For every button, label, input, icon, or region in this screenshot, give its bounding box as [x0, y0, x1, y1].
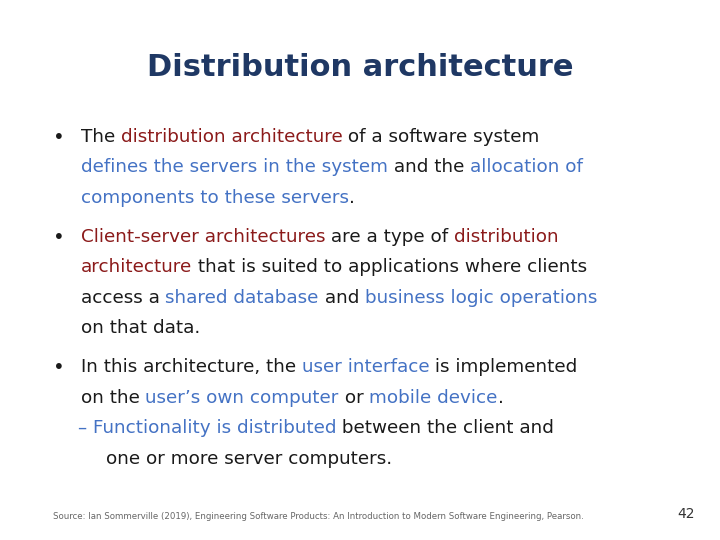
Text: between the client and: between the client and — [336, 420, 554, 437]
Text: •: • — [53, 128, 65, 147]
Text: one or more server computers.: one or more server computers. — [106, 450, 392, 468]
Text: distribution architecture: distribution architecture — [121, 128, 343, 146]
Text: The: The — [81, 128, 121, 146]
Text: access a: access a — [81, 289, 166, 307]
Text: and the: and the — [387, 158, 470, 177]
Text: and: and — [319, 289, 365, 307]
Text: components to these servers: components to these servers — [81, 189, 348, 207]
Text: of a software system: of a software system — [343, 128, 540, 146]
Text: user interface: user interface — [302, 359, 429, 376]
Text: are a type of: are a type of — [325, 228, 454, 246]
Text: on the: on the — [81, 389, 145, 407]
Text: user’s own computer: user’s own computer — [145, 389, 338, 407]
Text: mobile device: mobile device — [369, 389, 498, 407]
Text: Source: Ian Sommerville (2019), Engineering Software Products: An Introduction t: Source: Ian Sommerville (2019), Engineer… — [53, 511, 583, 521]
Text: that is suited to applications where clients: that is suited to applications where cli… — [192, 258, 587, 276]
Text: .: . — [498, 389, 503, 407]
Text: 42: 42 — [678, 507, 695, 521]
Text: or: or — [338, 389, 369, 407]
Text: –: – — [78, 420, 93, 437]
Text: In this architecture, the: In this architecture, the — [81, 359, 302, 376]
Text: on that data.: on that data. — [81, 320, 200, 338]
Text: Functionality is distributed: Functionality is distributed — [93, 420, 336, 437]
Text: Client-server architectures: Client-server architectures — [81, 228, 325, 246]
Text: •: • — [53, 228, 65, 247]
Text: architecture: architecture — [81, 258, 192, 276]
Text: allocation of: allocation of — [470, 158, 582, 177]
Text: •: • — [53, 359, 65, 377]
Text: shared database: shared database — [166, 289, 319, 307]
Text: is implemented: is implemented — [429, 359, 577, 376]
Text: Distribution architecture: Distribution architecture — [147, 53, 573, 82]
Text: distribution: distribution — [454, 228, 559, 246]
Text: business logic operations: business logic operations — [365, 289, 598, 307]
Text: .: . — [348, 189, 354, 207]
Text: defines the servers in the system: defines the servers in the system — [81, 158, 387, 177]
